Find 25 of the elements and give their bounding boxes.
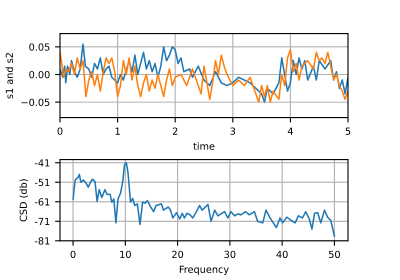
line-series bbox=[72, 162, 336, 237]
x-tick-label: 20 bbox=[172, 250, 184, 258]
y-axis-title: s1 and s2 bbox=[6, 53, 14, 99]
y-tick-label: -81 bbox=[34, 237, 50, 245]
y-tick-label: 0.05 bbox=[29, 43, 50, 51]
x-tick-label: 30 bbox=[224, 250, 236, 258]
x-tick-label: 4 bbox=[288, 128, 293, 135]
x-tick-label: 2 bbox=[172, 127, 178, 135]
x-tick-label: 3 bbox=[230, 127, 236, 135]
y-axis-title: CSD (db) bbox=[19, 179, 28, 222]
x-tick-label: 1 bbox=[116, 128, 120, 135]
y-tick-label: -61 bbox=[34, 198, 50, 206]
x-tick-label: 40 bbox=[276, 250, 288, 258]
x-tick-label: 0 bbox=[70, 250, 76, 258]
x-tick-label: 5 bbox=[346, 128, 350, 135]
x-axis-title: time bbox=[193, 142, 214, 150]
y-tick-label: -41 bbox=[34, 159, 50, 166]
x-tick-label: 10 bbox=[120, 250, 131, 258]
y-tick-label: -71 bbox=[34, 218, 50, 225]
y-tick-label: -51 bbox=[34, 178, 50, 186]
y-tick-label: 0.00 bbox=[29, 70, 50, 78]
x-axis-title: Frequency bbox=[180, 266, 229, 275]
x-tick-label: 0 bbox=[58, 127, 62, 135]
y-tick-label: −0.05 bbox=[22, 98, 50, 106]
x-tick-label: 50 bbox=[328, 250, 340, 258]
